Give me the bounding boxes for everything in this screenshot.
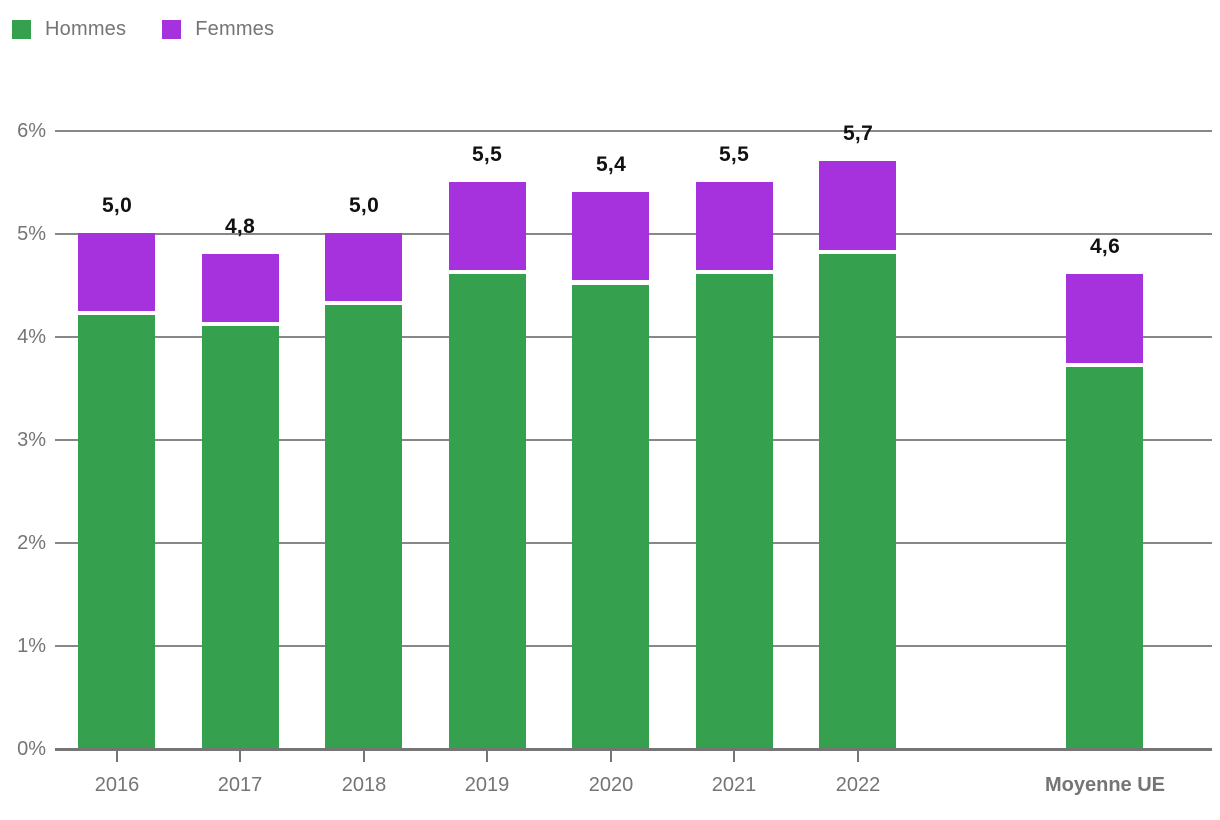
x-axis-category-label-2019: 2019 [464,774,510,796]
y-axis-label-4%: 4% [17,326,46,348]
legend-item-femmes: Femmes [162,18,274,41]
x-axis-baseline [55,748,1212,751]
x-axis-category-label-2021: 2021 [711,774,757,796]
x-axis-category-label-2018: 2018 [341,774,387,796]
total-value-label-2019: 5,5 [471,142,503,166]
legend-label-hommes: Hommes [45,17,127,40]
bar-segment-femmes-2020[interactable] [572,191,649,281]
y-axis-label-1%: 1% [17,635,46,657]
legend-label-femmes: Femmes [195,17,275,40]
bar-segment-hommes-2022[interactable] [819,253,896,748]
chart-legend: Hommes Femmes [12,14,310,44]
hommes-color-swatch-icon [12,19,31,39]
y-axis-label-5%: 5% [17,223,46,245]
bar-segment-femmes-2018[interactable] [325,233,402,302]
x-axis-tick-2016 [116,751,118,762]
y-axis-label-3%: 3% [17,429,46,451]
x-axis-tick-2018 [363,751,365,762]
bar-segment-hommes-Moyenne UE[interactable] [1066,366,1143,748]
x-axis-category-label-Moyenne UE: Moyenne UE [1044,774,1166,796]
gridline-6% [55,130,1212,132]
x-axis-tick-2022 [857,751,859,762]
bar-segment-femmes-Moyenne UE[interactable] [1066,274,1143,363]
total-value-label-2018: 5,0 [348,194,380,217]
x-axis-category-label-2022: 2022 [835,774,881,796]
bar-segment-femmes-2022[interactable] [819,160,896,250]
legend-item-hommes: Hommes [12,18,126,41]
bar-segment-hommes-2020[interactable] [572,284,649,748]
y-axis-label-0%: 0% [17,738,46,760]
bar-segment-hommes-2021[interactable] [696,274,773,748]
bar-segment-femmes-2019[interactable] [449,181,526,271]
bar-segment-femmes-2016[interactable] [78,233,155,312]
y-axis-label-2%: 2% [17,532,46,554]
total-value-label-2022: 5,7 [842,121,874,145]
bar-segment-hommes-2018[interactable] [325,305,402,748]
y-axis-label-6%: 6% [17,120,46,142]
x-axis-tick-2021 [733,751,735,762]
x-axis-category-label-2017: 2017 [217,774,263,796]
x-axis-tick-2019 [486,751,488,762]
total-value-label-2017: 4,8 [224,214,256,238]
bar-segment-hommes-2017[interactable] [202,325,279,748]
bar-segment-hommes-2016[interactable] [78,315,155,748]
total-value-label-2021: 5,5 [718,142,750,166]
total-value-label-2020: 5,4 [595,152,627,176]
x-axis-tick-2017 [239,751,241,762]
x-axis-category-label-2016: 2016 [94,774,140,796]
total-value-label-2016: 5,0 [101,194,133,217]
bar-segment-hommes-2019[interactable] [449,274,526,748]
x-axis-tick-2020 [610,751,612,762]
total-value-label-Moyenne UE: 4,6 [1089,235,1121,259]
bar-segment-femmes-2017[interactable] [202,253,279,322]
bar-segment-femmes-2021[interactable] [696,181,773,271]
femmes-color-swatch-icon [162,19,182,39]
x-axis-category-label-2020: 2020 [588,774,634,796]
